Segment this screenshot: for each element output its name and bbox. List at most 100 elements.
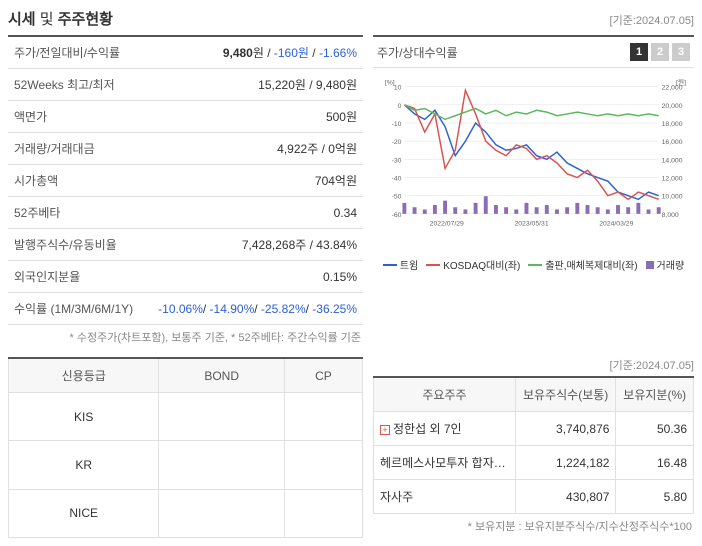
- chart-tab-1[interactable]: 1: [630, 43, 648, 61]
- rating-cell: [159, 489, 284, 537]
- legend-label: 거래량: [657, 257, 685, 272]
- stats-label: 발행주식수/유동비율: [8, 229, 144, 261]
- section-header: 시세 및 주주현황 [기준:2024.07.05]: [8, 8, 694, 29]
- legend-label: 트윔: [400, 257, 418, 272]
- top-panel: 주가/전일대비/수익률9,480원 / -160원 / -1.66%52Week…: [8, 35, 694, 349]
- rating-cell: [284, 441, 362, 489]
- shareholder-name: +정한섭 외 7인: [374, 412, 516, 446]
- shareholder-shares: 1,224,182: [515, 446, 616, 480]
- current-price: 9,480: [223, 46, 253, 60]
- legend-swatch: [528, 264, 542, 266]
- stats-label: 52Weeks 최고/최저: [8, 69, 144, 101]
- chart-legend: 트윔 KOSDAQ대비(좌) 출판,매체복제대비(좌) 거래량: [377, 255, 690, 274]
- legend-swatch: [383, 264, 397, 266]
- shareholder-name: 자사주: [374, 480, 516, 514]
- svg-text:8,000: 8,000: [662, 212, 679, 219]
- page-title: 시세 및 주주현황: [8, 8, 113, 29]
- stats-column: 주가/전일대비/수익률9,480원 / -160원 / -1.66%52Week…: [8, 35, 363, 349]
- stats-value: 7,428,268주 / 43.84%: [144, 229, 363, 261]
- legend-item: 거래량: [646, 257, 685, 272]
- shareholder-header: 보유지분(%): [616, 377, 694, 412]
- expand-icon[interactable]: +: [380, 425, 390, 435]
- stats-label: 수익률 (1M/3M/6M/1Y): [8, 293, 144, 325]
- return-value: -25.82%: [261, 302, 306, 316]
- stats-row: 52Weeks 최고/최저15,220원 / 9,480원: [8, 69, 363, 101]
- rating-cell: [159, 393, 284, 441]
- reference-date: [기준:2024.07.05]: [610, 12, 694, 28]
- rating-header: BOND: [159, 358, 284, 393]
- stats-label: 외국인지분율: [8, 261, 144, 293]
- return-value: -10.06%: [158, 302, 203, 316]
- stats-table: 주가/전일대비/수익률9,480원 / -160원 / -1.66%52Week…: [8, 35, 363, 325]
- chart-tab-2[interactable]: 2: [651, 43, 669, 61]
- stats-label: 액면가: [8, 101, 144, 133]
- shareholder-pct: 50.36: [616, 412, 694, 446]
- svg-text:-50: -50: [392, 194, 402, 201]
- legend-label: KOSDAQ대비(좌): [443, 257, 520, 272]
- legend-item: KOSDAQ대비(좌): [426, 257, 520, 272]
- legend-item: 트윔: [383, 257, 418, 272]
- title-pre: 시세: [8, 11, 36, 28]
- shareholder-shares: 3,740,876: [515, 412, 616, 446]
- shareholder-row: +정한섭 외 7인3,740,87650.36: [374, 412, 694, 446]
- shareholder-table: 주요주주보유주식수(보통)보유지분(%) +정한섭 외 7인3,740,8765…: [373, 376, 694, 514]
- title-connector: 및: [36, 11, 58, 28]
- shareholder-pct: 5.80: [616, 480, 694, 514]
- stats-label: 거래량/거래대금: [8, 133, 144, 165]
- shareholder-row: 헤르메스사모투자 합자…1,224,18216.48: [374, 446, 694, 480]
- rating-cell: [159, 441, 284, 489]
- chart-tab-3[interactable]: 3: [672, 43, 690, 61]
- svg-text:-60: -60: [392, 212, 402, 219]
- stats-value: 0.34: [144, 197, 363, 229]
- rating-cell: KR: [9, 441, 159, 489]
- stats-value: 4,922주 / 0억원: [144, 133, 363, 165]
- svg-text:2023/05/31: 2023/05/31: [514, 221, 548, 228]
- stats-row: 액면가500원: [8, 101, 363, 133]
- rating-header: 신용등급: [9, 358, 159, 393]
- svg-text:-30: -30: [392, 157, 402, 164]
- stats-row: 주가/전일대비/수익률9,480원 / -160원 / -1.66%: [8, 36, 363, 69]
- shareholder-footnote: * 보유지분 : 보유지분주식수/지수산정주식수*100: [373, 514, 694, 538]
- chart-svg: 100-10-20-30-40-50-6022,00020,00018,0001…: [377, 72, 690, 252]
- rating-row: KR: [9, 441, 363, 489]
- rating-row: NICE: [9, 489, 363, 537]
- stats-value: 0.15%: [144, 261, 363, 293]
- price-pct: -1.66%: [319, 46, 357, 60]
- chart-title: 주가/상대수익률: [377, 44, 458, 61]
- svg-text:[%]: [%]: [385, 80, 395, 87]
- rating-row: KIS: [9, 393, 363, 441]
- rating-table: 신용등급BONDCP KISKRNICE: [8, 357, 363, 538]
- chart-tabs: 123: [630, 43, 690, 61]
- stats-value: 9,480원 / -160원 / -1.66%: [144, 36, 363, 69]
- legend-swatch: [646, 261, 654, 269]
- rating-cell: [284, 489, 362, 537]
- svg-text:-10: -10: [392, 121, 402, 128]
- shareholder-shares: 430,807: [515, 480, 616, 514]
- stats-value: 15,220원 / 9,480원: [144, 69, 363, 101]
- stats-row: 52주베타0.34: [8, 197, 363, 229]
- stats-row: 거래량/거래대금4,922주 / 0억원: [8, 133, 363, 165]
- stats-value: 704억원: [144, 165, 363, 197]
- rating-cell: KIS: [9, 393, 159, 441]
- shareholder-header: 보유주식수(보통): [515, 377, 616, 412]
- svg-text:20,000: 20,000: [662, 103, 683, 110]
- svg-text:2024/03/29: 2024/03/29: [599, 221, 633, 228]
- svg-text:12,000: 12,000: [662, 175, 683, 182]
- stats-value: -10.06%/ -14.90%/ -25.82%/ -36.25%: [144, 293, 363, 325]
- legend-label: 출판,매체복제대비(좌): [545, 257, 637, 272]
- stats-label: 주가/전일대비/수익률: [8, 36, 144, 69]
- stats-row: 외국인지분율0.15%: [8, 261, 363, 293]
- shareholder-header: 주요주주: [374, 377, 516, 412]
- price-delta: -160원: [274, 46, 309, 60]
- svg-text:-40: -40: [392, 175, 402, 182]
- shareholder-ref-date: [기준:2024.07.05]: [373, 357, 694, 373]
- stats-row: 수익률 (1M/3M/6M/1Y)-10.06%/ -14.90%/ -25.8…: [8, 293, 363, 325]
- stats-label: 52주베타: [8, 197, 144, 229]
- svg-text:2022/07/29: 2022/07/29: [430, 221, 464, 228]
- svg-text:-20: -20: [392, 139, 402, 146]
- stats-row: 발행주식수/유동비율7,428,268주 / 43.84%: [8, 229, 363, 261]
- svg-text:10,000: 10,000: [662, 194, 683, 201]
- svg-text:18,000: 18,000: [662, 121, 683, 128]
- svg-text:0: 0: [398, 103, 402, 110]
- stats-value: 500원: [144, 101, 363, 133]
